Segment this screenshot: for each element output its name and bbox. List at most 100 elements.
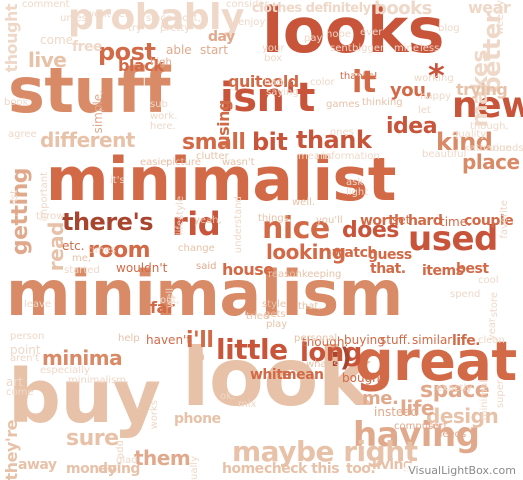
word: come bbox=[40, 33, 74, 47]
word: bad bbox=[264, 77, 283, 88]
word: left bbox=[116, 9, 133, 20]
word: play bbox=[266, 319, 288, 330]
word: yeah, bbox=[194, 215, 222, 226]
word: sounds bbox=[488, 143, 523, 154]
word: ask bbox=[346, 177, 364, 188]
word: spend bbox=[450, 289, 481, 300]
word: book bbox=[4, 97, 29, 108]
word: ones bbox=[330, 127, 354, 138]
word: watch bbox=[332, 245, 377, 261]
word: idea bbox=[386, 114, 438, 139]
word: post bbox=[98, 38, 156, 66]
word: art bbox=[6, 375, 23, 389]
word: it bbox=[352, 65, 376, 100]
word: that. bbox=[370, 261, 406, 277]
word: me, bbox=[72, 253, 92, 264]
word: looking bbox=[266, 240, 346, 264]
word: pretty bbox=[160, 23, 191, 34]
word: year bbox=[487, 318, 498, 341]
word: home bbox=[222, 461, 264, 477]
word: getting bbox=[8, 168, 33, 256]
word: comment bbox=[22, 0, 70, 10]
word: light bbox=[346, 187, 369, 198]
word: money bbox=[66, 461, 117, 477]
word: since bbox=[146, 13, 172, 24]
word: sub bbox=[150, 99, 168, 110]
word: working bbox=[414, 73, 454, 84]
word: time. bbox=[440, 215, 471, 229]
word: mix bbox=[238, 399, 257, 410]
word: thought bbox=[2, 4, 21, 73]
word: trying bbox=[456, 80, 508, 99]
word: house bbox=[222, 260, 274, 279]
word: using bbox=[214, 100, 233, 147]
word: tried bbox=[246, 311, 270, 322]
word: you, bbox=[390, 80, 432, 101]
word: away bbox=[18, 457, 57, 473]
word: looks bbox=[262, 0, 445, 67]
word: easier bbox=[140, 157, 171, 168]
word: quality bbox=[452, 129, 487, 140]
word: best bbox=[456, 261, 489, 277]
word: having bbox=[353, 415, 480, 455]
word: isn't bbox=[220, 75, 315, 121]
word: books bbox=[374, 0, 432, 19]
word: stuff bbox=[8, 54, 171, 127]
word: small bbox=[182, 130, 246, 155]
word: bought bbox=[342, 371, 385, 385]
word: thank bbox=[296, 126, 372, 154]
word: minimalist bbox=[46, 145, 396, 215]
word: let bbox=[418, 105, 431, 116]
word: that, bbox=[298, 301, 322, 312]
word: super bbox=[495, 380, 506, 409]
word: ok. bbox=[220, 391, 236, 402]
word: haven't bbox=[146, 333, 192, 347]
word: hard bbox=[408, 213, 443, 229]
word: minimal bbox=[479, 380, 490, 421]
word: agree bbox=[8, 129, 37, 140]
word: buying bbox=[344, 333, 385, 347]
word: items bbox=[422, 263, 464, 279]
word: probably bbox=[68, 0, 244, 38]
word: wasn't bbox=[222, 157, 255, 168]
word: maybe right bbox=[232, 435, 418, 468]
word: i'll bbox=[186, 328, 214, 353]
word: list bbox=[9, 190, 20, 205]
word: wouldn't bbox=[116, 261, 168, 275]
word: look bbox=[182, 331, 371, 424]
word: leave bbox=[24, 299, 52, 310]
word: post, bbox=[176, 13, 201, 24]
word: me. bbox=[362, 388, 399, 409]
word: high bbox=[150, 57, 172, 68]
word: saying bbox=[266, 87, 299, 98]
word: lifestyle bbox=[175, 196, 186, 236]
word: etc. bbox=[62, 239, 85, 253]
word: quiteold bbox=[228, 72, 299, 91]
word: design bbox=[426, 404, 499, 428]
word: katharine bbox=[464, 143, 512, 154]
word: life. bbox=[452, 333, 481, 349]
word: stuff. bbox=[380, 333, 411, 347]
word: means bbox=[298, 151, 332, 162]
word: similar bbox=[412, 333, 453, 347]
watermark: VisualLightBox.com bbox=[405, 463, 519, 478]
word: help bbox=[118, 333, 140, 344]
word: games bbox=[326, 99, 360, 110]
word: less bbox=[420, 43, 440, 54]
word: clothes definitely bbox=[252, 1, 371, 16]
word: ever bbox=[360, 27, 383, 38]
word: worth bbox=[360, 213, 404, 229]
word: mine bbox=[394, 43, 420, 54]
word: pay bbox=[304, 33, 323, 44]
word: throw bbox=[36, 211, 65, 222]
word: reasonkeeping bbox=[268, 269, 342, 280]
word: times bbox=[88, 245, 116, 256]
word: what's bbox=[306, 359, 339, 370]
word: work. bbox=[150, 111, 178, 122]
word: person bbox=[10, 331, 45, 342]
word: buy bbox=[8, 354, 161, 440]
word: phone bbox=[174, 411, 221, 427]
word: exactly bbox=[436, 383, 473, 394]
word: does bbox=[342, 218, 399, 243]
